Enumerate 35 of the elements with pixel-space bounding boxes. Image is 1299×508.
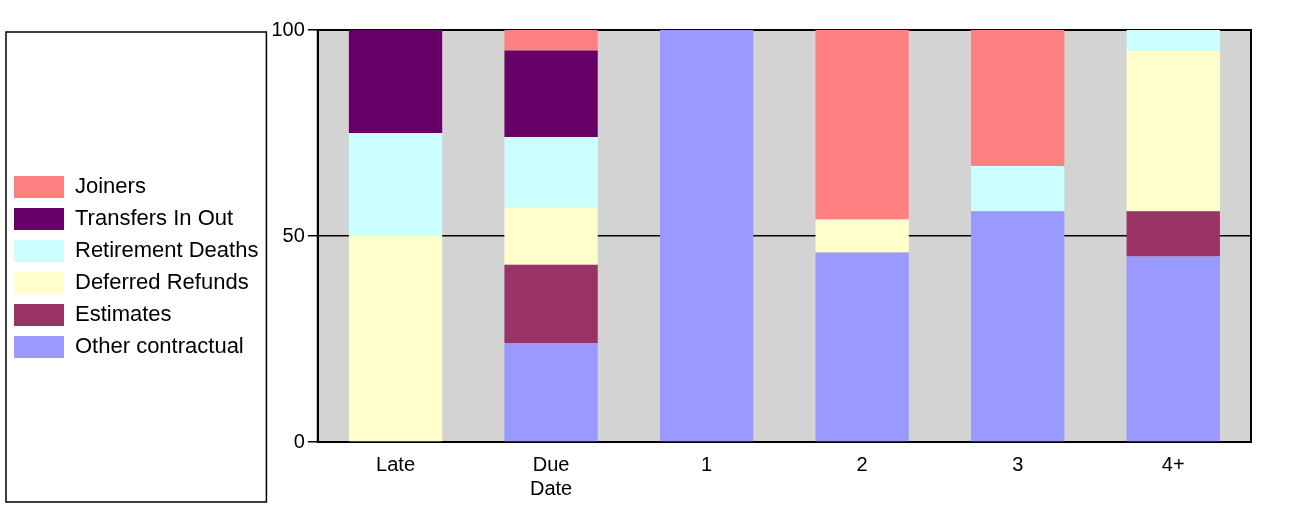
bar bbox=[504, 50, 598, 138]
y-tick-label: 50 bbox=[282, 223, 305, 246]
x-tick-label: 1 bbox=[701, 452, 713, 475]
bar bbox=[348, 30, 443, 133]
x-tick-label: Due Date bbox=[529, 452, 573, 499]
x-tick-label: 3 bbox=[1012, 452, 1024, 475]
bar bbox=[815, 219, 909, 253]
x-tick-label: 2 bbox=[856, 452, 868, 475]
x-tick-label: Late bbox=[376, 452, 416, 475]
x-tick-label: 4+ bbox=[1161, 452, 1185, 475]
bar bbox=[815, 30, 909, 220]
bar bbox=[504, 343, 598, 442]
bar bbox=[504, 207, 598, 265]
legend-label: Deferred Refunds bbox=[75, 269, 249, 295]
bar bbox=[815, 252, 909, 442]
bar bbox=[659, 30, 754, 442]
bar bbox=[504, 264, 598, 344]
bar bbox=[971, 165, 1065, 212]
legend-label: Retirement Deaths bbox=[75, 237, 259, 263]
bar bbox=[971, 211, 1065, 442]
bar bbox=[1126, 30, 1220, 51]
bar bbox=[1126, 50, 1220, 212]
bar bbox=[348, 236, 443, 442]
bar bbox=[1126, 211, 1220, 257]
bar bbox=[1126, 256, 1220, 442]
bar bbox=[971, 30, 1065, 166]
legend-label: Other contractual bbox=[75, 333, 244, 359]
bar bbox=[504, 30, 598, 51]
legend-label: Joiners bbox=[75, 173, 146, 199]
bar bbox=[504, 137, 598, 208]
y-tick-label: 0 bbox=[293, 429, 305, 452]
bar bbox=[348, 133, 443, 236]
y-tick-label: 100 bbox=[271, 17, 305, 40]
legend-label: Transfers In Out bbox=[75, 205, 234, 231]
legend-label: Estimates bbox=[75, 301, 172, 327]
